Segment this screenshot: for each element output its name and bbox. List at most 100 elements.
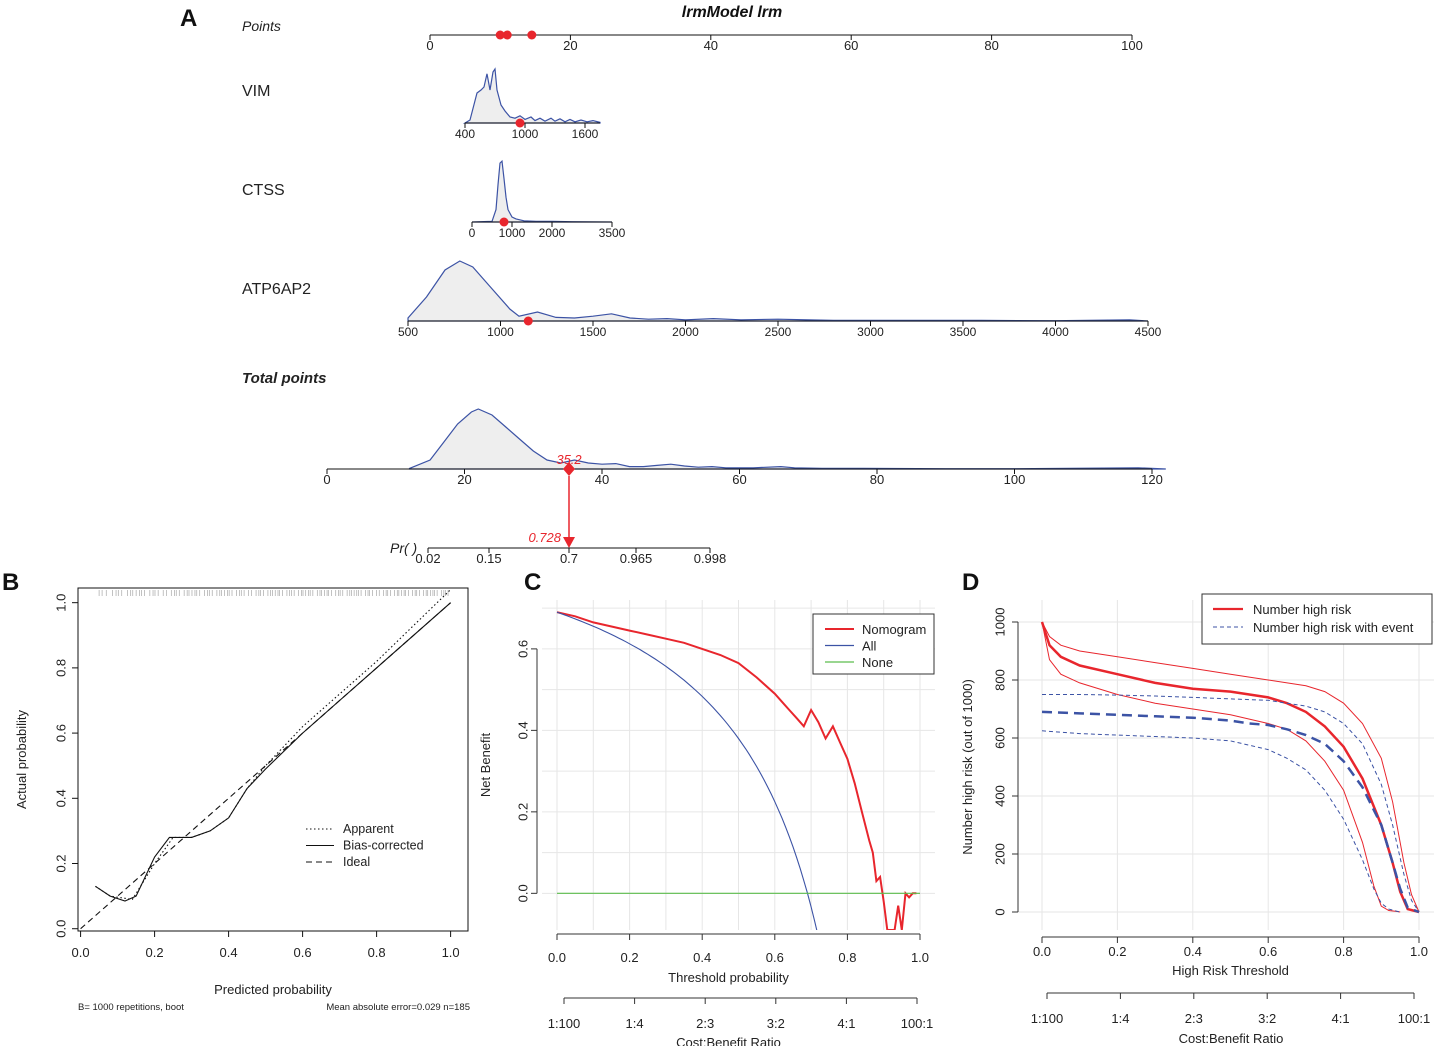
ratio-tick-label: 2:3: [696, 1016, 714, 1031]
tick-label-points: 60: [844, 38, 858, 53]
density-curve-vim: [462, 67, 601, 124]
x-axis-label: Predicted probability: [214, 982, 332, 997]
x-tick-label: 0.8: [838, 950, 856, 965]
ratio-tick-label: 3:2: [767, 1016, 785, 1031]
ratio-axis-label: Cost:Benefit Ratio: [1179, 1031, 1284, 1046]
value-marker-ctss: [499, 217, 509, 227]
probability-value: 0.728: [528, 530, 561, 545]
x-tick-label: 0.2: [1108, 944, 1126, 959]
tick-label-total-points: 60: [732, 472, 746, 487]
total-points-marker: [563, 462, 575, 476]
x-tick-label: 0.6: [766, 950, 784, 965]
tick-label-atp6ap2: 2000: [672, 325, 699, 339]
series-group: [556, 611, 920, 930]
value-marker-points: [527, 30, 537, 40]
y-tick-label: 800: [992, 669, 1007, 691]
tick-label-points: 40: [704, 38, 718, 53]
tick-label-total-points: 0: [323, 472, 330, 487]
y-tick-label: 0.0: [53, 920, 68, 938]
tick-label-probability: 0.7: [560, 551, 578, 566]
panel-letter-b: B: [2, 569, 19, 596]
ratio-tick-label: 100:1: [1398, 1011, 1431, 1026]
legend-label-bias-corrected: Bias-corrected: [343, 839, 424, 853]
tick-label-atp6ap2: 2500: [765, 325, 792, 339]
row-label-total-points: Total points: [242, 370, 326, 387]
tick-label-atp6ap2: 1000: [487, 325, 514, 339]
legend-label-number-high-risk: Number high risk: [1253, 602, 1352, 617]
ratio-tick-label: 1:4: [1111, 1011, 1129, 1026]
tick-label-total-points: 20: [457, 472, 471, 487]
tick-label-ctss: 1000: [499, 226, 526, 240]
footnote-right: Mean absolute error=0.029 n=185: [326, 1002, 470, 1013]
panel-letter-c: C: [524, 569, 541, 596]
x-axis-label: Threshold probability: [668, 970, 789, 985]
legend-label-apparent: Apparent: [343, 822, 394, 836]
series-line-event-lower: [1041, 730, 1401, 913]
series-line-apparent: [95, 589, 451, 900]
density-curve-atp6ap2: [407, 260, 1149, 322]
x-tick-label: 1.0: [911, 950, 929, 965]
panel-letter-a: A: [180, 5, 197, 32]
y-tick-label: 200: [992, 843, 1007, 865]
y-tick-label: 0.6: [53, 724, 68, 742]
tick-label-atp6ap2: 500: [398, 325, 418, 339]
probability-arrowhead: [563, 537, 575, 548]
y-tick-label: 0.4: [515, 721, 530, 739]
x-axis-label: High Risk Threshold: [1172, 963, 1289, 978]
row-label-points: Points: [242, 18, 281, 34]
panel-letter-d: D: [962, 569, 979, 596]
x-tick-label: 0.4: [220, 945, 238, 960]
ratio-tick-label: 1:4: [626, 1016, 644, 1031]
ratio-tick-label: 1:100: [1031, 1011, 1064, 1026]
x-tick-label: 1.0: [1410, 944, 1428, 959]
tick-label-atp6ap2: 4500: [1135, 325, 1162, 339]
row-label-probability: Pr( ): [390, 540, 417, 556]
ratio-tick-label: 3:2: [1258, 1011, 1276, 1026]
calibration-panel: 0.0 0.2 0.4 0.6 0.8 1.0 0.0 0.2 0.4 0.6 0.8 1.0 Pred…: [14, 587, 470, 1013]
legend-label-none: None: [862, 655, 893, 670]
value-marker-points: [502, 30, 512, 40]
series-line-event-upper: [1042, 694, 1420, 913]
y-tick-label: 1.0: [53, 594, 68, 612]
y-tick-label: 0.4: [53, 789, 68, 807]
series-line-number-high-risk: [1040, 621, 1420, 914]
series-line-all: [556, 611, 818, 930]
footnote-left: B= 1000 repetitions, boot: [78, 1002, 184, 1013]
x-tick-label: 0.6: [1259, 944, 1277, 959]
series-line-upper: [1041, 621, 1420, 913]
y-tick-label: 0.2: [53, 854, 68, 872]
y-tick-label: 0.8: [53, 659, 68, 677]
tick-label-probability: 0.15: [476, 551, 501, 566]
tick-label-points: 80: [984, 38, 998, 53]
row-label-atp6ap2: ATP6AP2: [242, 281, 311, 298]
series-line-ideal: [80, 602, 451, 930]
tick-label-points: 20: [563, 38, 577, 53]
density-curve-ctss: [471, 159, 613, 223]
series-line-lower: [1041, 621, 1401, 913]
ratio-tick-label: 2:3: [1185, 1011, 1203, 1026]
nomogram-title: lrmModel lrm: [682, 4, 782, 21]
x-tick-label: 0.0: [548, 950, 566, 965]
value-marker-points: [495, 30, 505, 40]
value-marker-vim: [515, 118, 525, 128]
series-line-number-high-risk-with-event: [1041, 710, 1420, 914]
tick-label-ctss: 0: [469, 226, 476, 240]
legend-label-nomogram: Nomogram: [862, 622, 926, 637]
tick-label-total-points: 120: [1141, 472, 1163, 487]
legend-label-number-high-risk-with-event: Number high risk with event: [1253, 620, 1414, 635]
x-tick-label: 0.4: [1184, 944, 1202, 959]
y-tick-label: 0.6: [515, 640, 530, 658]
value-marker-atp6ap2: [523, 316, 533, 326]
plot-frame: [77, 587, 469, 932]
row-label-vim: VIM: [242, 83, 270, 100]
total-points-value: 35.2: [556, 452, 582, 467]
x-tick-label: 0.0: [72, 945, 90, 960]
y-axis-label: Net Benefit: [478, 732, 493, 797]
x-tick-label: 0.8: [368, 945, 386, 960]
tick-label-ctss: 3500: [599, 226, 626, 240]
tick-label-probability: 0.965: [620, 551, 653, 566]
row-label-ctss: CTSS: [242, 182, 285, 199]
tick-label-atp6ap2: 3500: [950, 325, 977, 339]
